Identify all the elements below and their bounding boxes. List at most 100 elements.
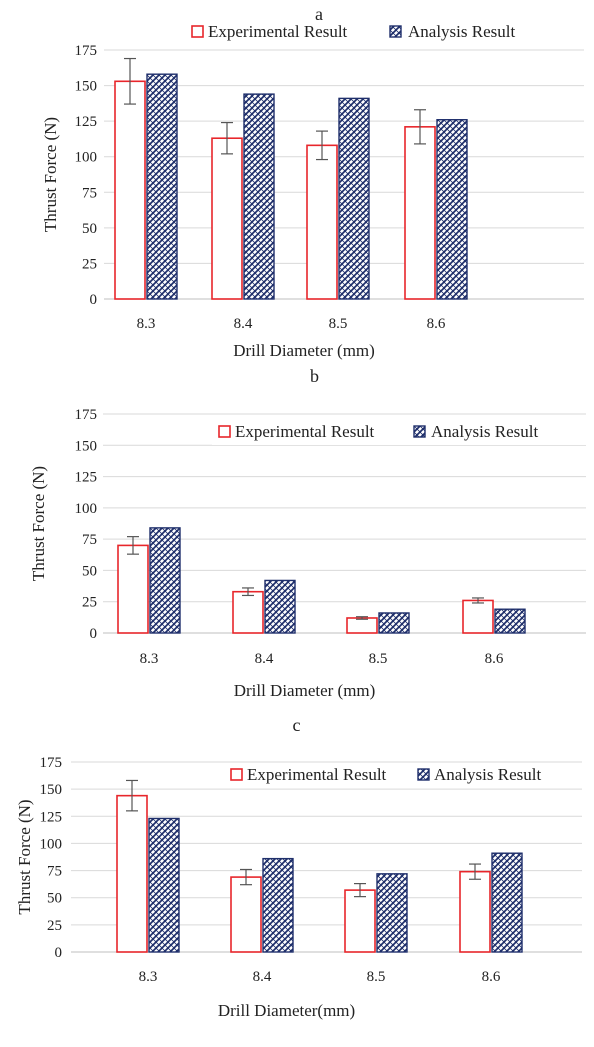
chart-panel-a: a 0 25 50 75 100 125 150 175 Thrust Force (N) 8.3 8… — [41, 4, 584, 360]
y-axis-title: Thrust Force (N) — [15, 799, 34, 914]
legend-label-analysis: Analysis Result — [434, 765, 541, 784]
bar-experimental — [232, 590, 264, 634]
bar-analysis — [146, 73, 178, 300]
x-axis-title: Drill Diameter (mm) — [234, 681, 376, 700]
legend-swatch-analysis — [417, 768, 430, 781]
bar-analysis — [243, 93, 275, 300]
y-tick-label: 50 — [82, 221, 97, 237]
y-tick-label: 175 — [40, 755, 63, 771]
y-tick-label: 25 — [47, 918, 62, 934]
y-tick-label: 0 — [90, 292, 98, 308]
y-tick-label: 125 — [75, 114, 98, 130]
y-tick-label: 150 — [40, 782, 63, 798]
chart-panel-c: c 0 25 50 75 100 125 150 175 Thrust Force (N) 8.3 8… — [15, 715, 582, 1020]
y-tick-label: 75 — [47, 864, 62, 880]
x-axis-title: Drill Diameter (mm) — [233, 341, 375, 360]
error-bar — [126, 779, 138, 812]
error-bar — [414, 109, 426, 145]
legend-swatch-analysis — [413, 425, 426, 438]
bar-experimental — [306, 144, 338, 300]
x-tick-label: 8.6 — [427, 316, 446, 332]
bar-experimental — [344, 889, 376, 953]
bar-experimental — [211, 137, 243, 300]
y-tick-label: 175 — [75, 407, 98, 423]
error-bar — [240, 868, 252, 886]
error-bar — [356, 616, 368, 620]
error-bar — [124, 57, 136, 105]
y-tick-label: 175 — [75, 43, 98, 59]
legend-label-analysis: Analysis Result — [431, 422, 538, 441]
x-axis-title: Drill Diameter(mm) — [218, 1001, 355, 1020]
panel-label: c — [293, 715, 301, 735]
x-tick-label: 8.5 — [367, 969, 386, 985]
x-tick-label: 8.4 — [255, 651, 274, 667]
y-tick-label: 75 — [82, 532, 97, 548]
y-axis-title: Thrust Force (N) — [29, 466, 48, 581]
x-tick-label: 8.4 — [234, 316, 253, 332]
legend: Experimental Result Analysis Result — [191, 22, 515, 41]
x-tick-label: 8.5 — [369, 651, 388, 667]
error-bar — [242, 587, 254, 597]
x-tick-label: 8.6 — [485, 651, 504, 667]
error-bar — [316, 130, 328, 161]
bar-analysis — [338, 97, 370, 300]
x-tick-label: 8.6 — [482, 969, 501, 985]
y-tick-label: 125 — [40, 809, 63, 825]
y-tick-label: 150 — [75, 438, 98, 454]
y-tick-label: 100 — [75, 501, 98, 517]
bar-analysis — [494, 608, 526, 634]
bar-experimental — [404, 126, 436, 300]
bar-experimental — [114, 80, 146, 300]
y-tick-label: 75 — [82, 185, 97, 201]
legend-label-experimental: Experimental Result — [235, 422, 375, 441]
x-tick-label: 8.4 — [253, 969, 272, 985]
legend-label-experimental: Experimental Result — [208, 22, 348, 41]
legend-swatch-experimental — [191, 25, 204, 38]
bar-analysis — [264, 579, 296, 634]
y-tick-label: 0 — [90, 626, 98, 642]
y-tick-label: 25 — [82, 595, 97, 611]
legend-background — [212, 421, 586, 445]
x-tick-label: 8.3 — [139, 969, 158, 985]
x-tick-label: 8.3 — [137, 316, 156, 332]
y-tick-label: 100 — [40, 836, 63, 852]
legend-swatch-analysis — [389, 25, 402, 38]
bar-analysis — [148, 817, 180, 953]
error-bar — [354, 882, 366, 898]
bar-analysis — [149, 527, 181, 634]
panel-label: b — [310, 366, 319, 386]
error-bar — [127, 536, 139, 555]
bar-experimental — [116, 794, 148, 953]
bar-analysis — [376, 873, 408, 953]
chart-panel-b: b 0 25 50 75 100 125 150 175 Thrust Force (N) 8.3 8… — [29, 366, 586, 700]
legend-label-experimental: Experimental Result — [247, 765, 387, 784]
error-bar — [221, 121, 233, 155]
legend-swatch-experimental — [218, 425, 231, 438]
y-axis-title: Thrust Force (N) — [41, 117, 60, 232]
bar-experimental — [230, 876, 262, 953]
legend-background — [223, 764, 582, 788]
panel-label: a — [315, 4, 323, 24]
x-tick-label: 8.5 — [329, 316, 348, 332]
error-bar — [469, 863, 481, 880]
y-tick-label: 50 — [82, 563, 97, 579]
y-tick-label: 125 — [75, 470, 98, 486]
y-tick-label: 150 — [75, 79, 98, 95]
y-tick-label: 25 — [82, 256, 97, 272]
legend-swatch-experimental — [230, 768, 243, 781]
bar-experimental — [462, 599, 494, 634]
y-tick-label: 0 — [55, 945, 63, 961]
legend-label-analysis: Analysis Result — [408, 22, 515, 41]
legend: Experimental Result Analysis Result — [223, 764, 582, 788]
bar-analysis — [262, 857, 294, 953]
y-tick-label: 50 — [47, 891, 62, 907]
bar-experimental — [117, 544, 149, 634]
bar-analysis — [378, 612, 410, 634]
bar-experimental — [346, 617, 378, 634]
error-bar — [472, 597, 484, 604]
bar-experimental — [459, 870, 491, 953]
y-tick-label: 100 — [75, 150, 98, 166]
bar-analysis — [491, 852, 523, 953]
legend: Experimental Result Analysis Result — [212, 421, 586, 445]
